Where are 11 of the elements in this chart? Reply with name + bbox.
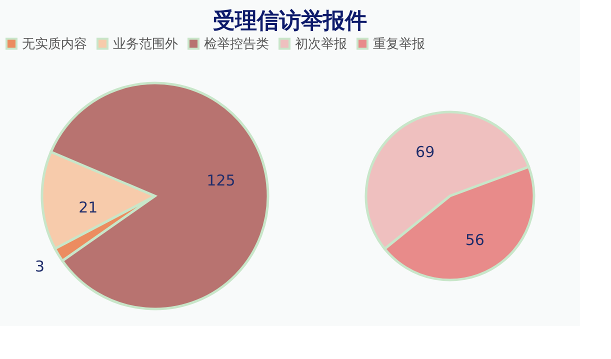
- data-label: 3: [34, 257, 45, 276]
- data-label: 69: [416, 143, 435, 162]
- data-label: 21: [78, 198, 98, 216]
- legend-label: 重复举报: [373, 36, 425, 52]
- legend-label: 业务范围外: [113, 36, 178, 52]
- chart-title: 受理信访举报件: [213, 8, 367, 34]
- legend-label: 无实质内容: [22, 36, 87, 52]
- legend-label: 初次举报: [295, 36, 347, 52]
- data-label: 56: [465, 230, 484, 249]
- data-label: 125: [206, 171, 236, 190]
- legend-label: 检举控告类: [204, 36, 269, 52]
